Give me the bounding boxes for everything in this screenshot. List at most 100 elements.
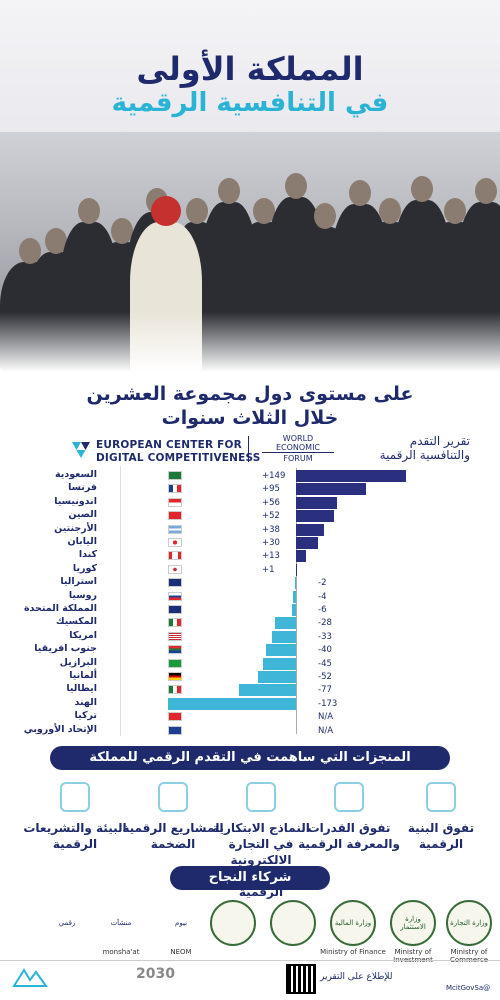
country-flag-icon [168, 685, 182, 695]
country-label: فرنسا [68, 482, 97, 494]
country-label: تركيا [74, 710, 97, 722]
country-flag-icon [168, 484, 182, 494]
partner-logo: وزارة الاستثمار [390, 900, 436, 946]
value-label: +30 [262, 538, 280, 548]
country-label: كوريا [72, 562, 97, 574]
footer [0, 960, 500, 1000]
achievement-label: البيئة والتشريعات الرقمية [23, 821, 127, 851]
leader-head [45, 228, 67, 254]
country-flag-icon [168, 578, 182, 588]
data-bar [275, 617, 296, 630]
wef-line2: ECONOMIC [275, 443, 321, 452]
value-label: +1 [262, 564, 275, 575]
country-label: امريكا [69, 629, 97, 641]
value-label: -173 [318, 698, 338, 709]
leader-head [379, 198, 401, 224]
value-label: N/A [318, 725, 334, 736]
ec-name-line2: DIGITAL COMPETITIVENESS [96, 452, 261, 464]
chart-zero-axis [296, 468, 297, 734]
value-label: -2 [318, 578, 327, 589]
leader-head [285, 173, 307, 199]
partners-heading: شركاء النجاح [170, 866, 330, 890]
chart-heading-line1: على مستوى دول مجموعة العشرين [86, 383, 414, 405]
achievement-label: تفوق القدرات والمعرفة الرقمية [298, 821, 400, 851]
data-bar [296, 550, 306, 563]
header-banner: المملكة الأولى في التنافسية الرقمية [0, 0, 500, 140]
value-label: -52 [318, 672, 332, 682]
value-label: +52 [262, 511, 280, 522]
data-bar [296, 483, 367, 496]
partner-logo: وزارة التجارة [446, 900, 492, 946]
leader-head [314, 203, 336, 229]
twitter-handle: @McitGovSa [446, 984, 491, 992]
country-flag-icon [168, 631, 182, 641]
value-label: -33 [318, 631, 332, 642]
report-title-line1: تقرير التقدم [409, 434, 470, 448]
country-flag-icon [168, 672, 182, 681]
country-flag-icon [168, 725, 182, 735]
european-center-logo-icon [72, 442, 90, 458]
country-label: ايطاليا [66, 683, 97, 695]
leader-head [218, 178, 240, 204]
achievements-heading: المنجزات التي ساهمت في التقدم الرقمي للم… [50, 746, 450, 770]
chart-heading-line2: خلال الثلاث سنوات [161, 407, 339, 429]
main-title: المملكة الأولى [136, 50, 364, 88]
chart-left-rule [120, 466, 121, 736]
data-bar [168, 697, 296, 710]
data-bar [296, 496, 338, 509]
achievement-item: تفوق البنية الرقمية [386, 782, 496, 852]
shemagh-head [151, 196, 181, 226]
leader-head [111, 218, 133, 244]
country-flag-icon [168, 591, 182, 601]
data-bar [294, 577, 296, 590]
partner-logo: رقمي [58, 919, 76, 927]
value-label: -28 [318, 618, 332, 629]
country-flag-icon [168, 618, 182, 628]
achievement-item: البيئة والتشريعات الرقمية [20, 782, 130, 852]
partner-caption: monsha'at [102, 948, 140, 956]
country-label: روسيا [68, 589, 97, 601]
value-label: -40 [318, 645, 332, 656]
data-bar [271, 630, 296, 643]
value-label: -6 [318, 605, 327, 615]
country-label: الصين [68, 509, 97, 521]
read-report-label: للإطلاع على التقرير [320, 972, 393, 982]
leader-head [349, 180, 371, 206]
logo-divider [248, 436, 249, 462]
country-label: اليابان [67, 536, 97, 547]
country-flag-icon [168, 645, 182, 655]
country-flag-icon [168, 564, 182, 574]
country-flag-icon [168, 658, 182, 668]
qr-code[interactable] [286, 964, 316, 994]
country-label: استراليا [60, 576, 97, 588]
value-label: -4 [318, 591, 327, 602]
country-label: كندا [78, 549, 97, 561]
infrastructure-icon [426, 782, 456, 812]
g20-leaders-photo [0, 132, 500, 372]
country-flag-icon [168, 471, 182, 480]
value-label: +38 [262, 524, 280, 535]
country-label: جنوب افريقيا [34, 643, 97, 655]
projects-icon [158, 782, 188, 812]
leader-head [253, 198, 275, 224]
country-label: الإتحاد الأوروبي [23, 723, 97, 735]
main-subtitle: في التنافسية الرقمية [111, 88, 389, 118]
data-bar [296, 563, 297, 576]
data-bar [257, 671, 296, 683]
partner-caption: Ministry of Finance [320, 948, 386, 956]
achievement-label: المشاريع الرقمية الضخمة [122, 821, 224, 851]
country-flag-icon [168, 551, 182, 561]
partner-logo: وزارة المالية [330, 900, 376, 946]
partner-logo [210, 900, 256, 946]
country-flag-icon [168, 524, 182, 534]
partner-caption: NEOM [170, 948, 192, 956]
country-flag-icon [168, 497, 182, 507]
country-label: ألمانيا [69, 670, 97, 681]
achievement-item: تفوق القدرات والمعرفة الرقمية [294, 782, 404, 852]
skills-icon [334, 782, 364, 812]
value-label: +149 [262, 471, 286, 481]
ecommerce-icon [246, 782, 276, 812]
report-title-line2: والتنافسية الرقمية [379, 448, 470, 462]
data-bar [291, 604, 296, 616]
country-label: البرازيل [59, 656, 97, 668]
